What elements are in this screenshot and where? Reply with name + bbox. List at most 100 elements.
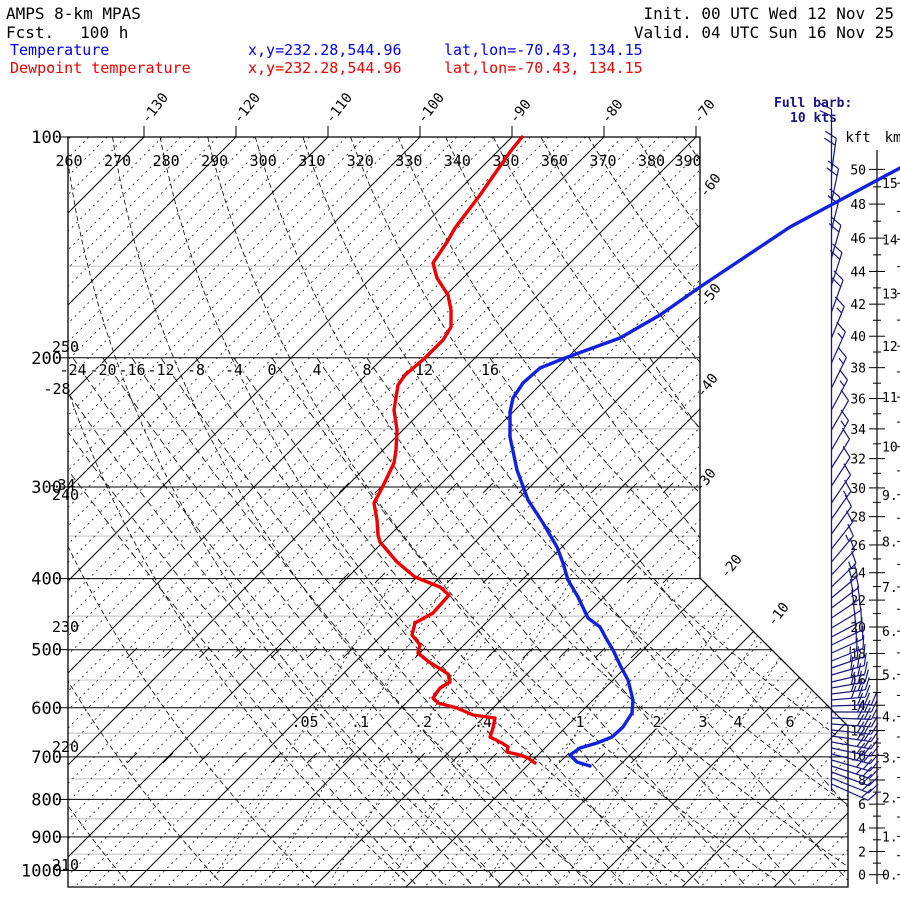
svg-text:6: 6 [858,798,866,813]
svg-text:15.: 15. [882,177,900,192]
svg-text:270: 270 [104,152,131,170]
svg-text:4: 4 [858,822,866,837]
svg-text:260: 260 [55,152,82,170]
svg-text:900: 900 [31,828,62,848]
svg-text:0.: 0. [882,869,898,884]
svg-text:2.: 2. [882,791,898,806]
legend-temperature-latlon: lat,lon=-70.43, 134.15 [444,41,643,59]
svg-text:210: 210 [52,856,79,874]
svg-text:42: 42 [850,298,866,313]
svg-text:-8: -8 [187,361,205,379]
legend-dewpoint-xy: x,y=232.28,544.96 [248,59,402,77]
svg-text:kft: kft [845,130,870,146]
svg-text:350: 350 [492,152,519,170]
init-time: Init. 00 UTC Wed 12 Nov 25 [643,4,894,23]
svg-text:30: 30 [850,482,866,497]
svg-text:8.: 8. [882,535,898,550]
svg-text:280: 280 [153,152,180,170]
svg-text:14.: 14. [882,233,900,248]
svg-text:6: 6 [785,713,794,731]
svg-text:-60: -60 [697,171,725,201]
svg-text:-120: -120 [231,90,264,126]
svg-text:340: 340 [444,152,471,170]
svg-text:1000: 1000 [21,862,62,882]
svg-text:0: 0 [858,869,866,884]
svg-text:8: 8 [362,361,371,379]
svg-text:-30: -30 [692,466,720,496]
svg-text:290: 290 [201,152,228,170]
svg-text:32: 32 [850,453,866,468]
svg-text:-12: -12 [147,361,174,379]
sounding-traces [372,135,900,768]
forecast-hour: Fcst. 100 h [6,23,128,42]
svg-text:28: 28 [850,511,866,526]
svg-text:390: 390 [674,152,701,170]
skewt-grid [68,137,848,887]
svg-text:380: 380 [638,152,665,170]
svg-text:300: 300 [250,152,277,170]
svg-text:-16: -16 [118,361,145,379]
svg-text:-70: -70 [691,97,719,127]
svg-text:240: 240 [52,486,79,504]
svg-text:0: 0 [267,361,276,379]
svg-text:8: 8 [858,774,866,789]
svg-text:200: 200 [31,349,62,369]
svg-text:1.: 1. [882,830,898,845]
svg-text:4: 4 [733,713,742,731]
svg-text:.2: .2 [414,713,432,731]
svg-text:km: km [885,130,900,146]
svg-text:-24: -24 [59,361,86,379]
svg-text:38: 38 [850,362,866,377]
svg-text:400: 400 [31,570,62,590]
svg-text:230: 230 [52,618,79,636]
svg-text:370: 370 [589,152,616,170]
svg-text:600: 600 [31,699,62,719]
wind-barb-column [819,102,879,801]
svg-text:500: 500 [31,641,62,661]
svg-text:40: 40 [850,330,866,345]
fcst-value: 100 h [80,23,129,42]
svg-text:360: 360 [541,152,568,170]
svg-text:330: 330 [395,152,422,170]
full-barb-legend-line1: Full barb: [774,96,853,111]
svg-text:.1: .1 [351,713,369,731]
svg-text:2: 2 [652,713,661,731]
svg-text:310: 310 [298,152,325,170]
svg-text:-80: -80 [599,97,627,127]
svg-text:-10: -10 [765,600,793,630]
svg-text:1: 1 [575,713,584,731]
svg-text:13.: 13. [882,288,900,303]
svg-text:2: 2 [858,846,866,861]
svg-text:7.: 7. [882,581,898,596]
svg-text:220: 220 [52,738,79,756]
svg-text:700: 700 [31,748,62,768]
svg-text:-90: -90 [507,97,535,127]
svg-text:-130: -130 [139,90,172,126]
height-axes: kftkm02468101214161820222426283032343638… [845,130,900,884]
svg-text:48: 48 [850,198,866,213]
svg-text:800: 800 [31,790,62,810]
legend-temperature-xy: x,y=232.28,544.96 [248,41,402,59]
svg-text:-20: -20 [89,361,116,379]
svg-text:16: 16 [481,361,499,379]
svg-text:-40: -40 [694,371,722,401]
legend-dewpoint-latlon: lat,lon=-70.43, 134.15 [444,59,643,77]
svg-text:50: 50 [850,163,866,178]
svg-text:-4: -4 [225,361,243,379]
svg-text:-28: -28 [43,380,70,398]
svg-text:12.: 12. [882,340,900,355]
svg-text:10.: 10. [882,441,900,456]
legend-dewpoint-label: Dewpoint temperature [10,59,191,77]
svg-text:44: 44 [850,265,866,280]
svg-text:3: 3 [698,713,707,731]
legend-temperature-label: Temperature [10,41,110,59]
svg-text:11.: 11. [882,391,900,406]
svg-text:46: 46 [850,232,866,247]
fcst-label: Fcst. [6,23,55,42]
svg-text:36: 36 [850,393,866,408]
svg-text:9.: 9. [882,489,898,504]
svg-text:-100: -100 [415,90,448,126]
svg-text:.05: .05 [291,713,318,731]
